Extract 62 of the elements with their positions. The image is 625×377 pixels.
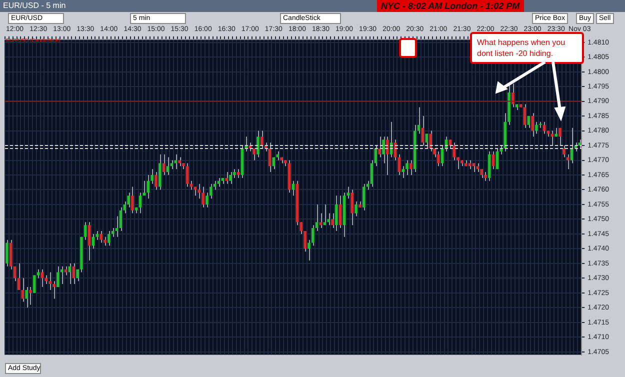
- candlestick: [202, 186, 204, 208]
- candlestick: [138, 192, 142, 214]
- candlestick: [429, 130, 432, 152]
- candlestick: [142, 180, 146, 196]
- candlestick: [362, 183, 366, 211]
- candlestick: [60, 266, 64, 285]
- candlestick: [260, 130, 264, 149]
- candlestick: [425, 133, 428, 149]
- candlestick: [346, 186, 350, 200]
- candlestick: [398, 154, 401, 176]
- candlestick: [304, 230, 306, 252]
- candlestick: [406, 160, 408, 176]
- candlestick: [225, 172, 228, 184]
- candlestick: [108, 230, 110, 246]
- candlestick: [378, 136, 381, 158]
- candlestick: [6, 239, 8, 267]
- candlestick: [158, 154, 162, 190]
- candlestick: [354, 201, 358, 217]
- candlestick: [523, 104, 526, 128]
- candlestick: [512, 83, 514, 108]
- candlestick: [131, 186, 134, 214]
- chart-title: EUR/USD - 5 min: [3, 0, 66, 12]
- candlestick: [550, 130, 554, 146]
- candlestick: [17, 262, 20, 290]
- candlestick: [319, 212, 322, 229]
- candlestick: [496, 148, 499, 170]
- candlestick: [21, 278, 24, 302]
- candlestick: [331, 212, 334, 229]
- candlestick: [33, 274, 36, 294]
- candlestick: [488, 150, 491, 182]
- candlestick: [535, 121, 538, 134]
- callout-box: What happens when you dont listen -20 hiding.: [470, 32, 584, 64]
- candlestick: [382, 136, 385, 164]
- candlestick: [338, 195, 342, 229]
- candlestick: [154, 172, 158, 190]
- candlestick: [531, 112, 534, 138]
- chart-subtitle: NYC - 8:02 AM London - 1:02 PM: [377, 0, 524, 12]
- candlestick: [256, 130, 260, 158]
- candlestick: [542, 121, 546, 134]
- candlestick: [350, 189, 354, 226]
- candlestick: [68, 262, 72, 285]
- candlestick: [402, 166, 404, 178]
- candlestick: [437, 150, 440, 167]
- candlestick: [162, 154, 166, 176]
- candlestick: [410, 160, 412, 176]
- candlestick: [562, 145, 566, 158]
- candlestick: [84, 222, 87, 240]
- candlestick: [566, 154, 570, 170]
- candlestick: [29, 286, 32, 306]
- candlestick: [48, 272, 52, 290]
- candlestick: [186, 162, 189, 188]
- candlestick: [25, 286, 28, 308]
- candlestick: [335, 195, 338, 232]
- candlestick: [166, 156, 170, 176]
- candlestick: [88, 222, 91, 261]
- candlestick: [386, 136, 389, 176]
- candlestick: [527, 116, 530, 128]
- candlestick: [452, 142, 456, 161]
- candlestick: [229, 172, 232, 184]
- candlestick: [323, 204, 326, 226]
- candlestick: [100, 230, 102, 244]
- candlestick: [558, 127, 562, 146]
